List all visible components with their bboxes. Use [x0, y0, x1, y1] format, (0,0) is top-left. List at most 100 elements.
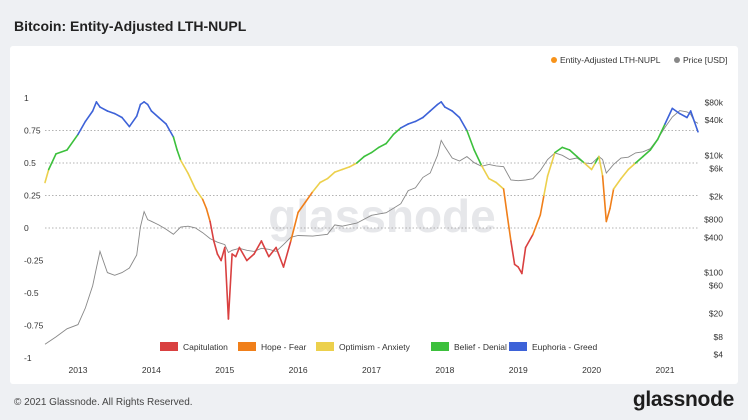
nupl-segment: [187, 172, 197, 190]
legend-swatch: [509, 342, 527, 351]
nupl-segment: [598, 155, 604, 177]
nupl-segment: [106, 110, 116, 115]
nupl-segment: [319, 177, 329, 184]
y-right-tick-label: $20: [709, 309, 723, 319]
nupl-segment: [238, 246, 248, 262]
nupl-segment: [689, 110, 696, 123]
nupl-segment: [377, 142, 388, 149]
y-left-tick-label: -0.5: [24, 288, 39, 298]
nupl-segment: [282, 240, 292, 268]
gridlines: [45, 130, 698, 229]
nupl-segment: [66, 133, 79, 151]
nupl-segment: [370, 146, 380, 154]
nupl-segment: [176, 149, 182, 162]
nupl-segment: [157, 116, 167, 125]
nupl-segment: [440, 101, 446, 108]
nupl-segment: [539, 194, 545, 216]
nupl-segment: [201, 198, 208, 210]
x-tick-label: 2017: [362, 365, 381, 375]
watermark-text: glassnode: [268, 190, 496, 242]
nupl-segment: [44, 168, 50, 184]
nupl-segment: [642, 149, 652, 158]
legend-swatch: [238, 342, 256, 351]
nupl-segment: [612, 177, 622, 190]
nupl-segment: [128, 115, 138, 128]
legend-label: Belief - Denial: [454, 342, 507, 352]
x-tick-label: 2019: [509, 365, 528, 375]
y-right-tick-label: $8: [714, 332, 724, 342]
nupl-segment: [297, 201, 307, 214]
nupl-segment: [429, 103, 439, 112]
nupl-segment: [686, 110, 692, 119]
x-tick-label: 2015: [215, 365, 234, 375]
nupl-segment: [91, 101, 98, 112]
nupl-series: [44, 101, 699, 320]
legend-label: Capitulation: [183, 342, 228, 352]
y-right-tick-label: $800: [704, 215, 723, 225]
x-tick-label: 2013: [69, 365, 88, 375]
x-axis: 2013 2014 2015 2016 2017 2018 2019 2020 2021: [69, 365, 675, 375]
legend-swatch: [431, 342, 449, 351]
nupl-segment: [693, 120, 699, 133]
nupl-segment: [678, 112, 688, 119]
x-tick-label: 2018: [435, 365, 454, 375]
nupl-segment: [355, 155, 366, 164]
legend-label: Price [USD]: [683, 55, 727, 65]
nupl-segment: [235, 246, 241, 258]
nupl-segment: [568, 149, 578, 158]
legend-swatch: [316, 342, 334, 351]
x-tick-label: 2014: [142, 365, 161, 375]
nupl-segment: [524, 233, 534, 249]
price-line: [44, 110, 699, 345]
nupl-segment: [135, 103, 142, 117]
x-tick-label: 2021: [656, 365, 675, 375]
chart-title: Bitcoin: Entity-Adjusted LTH-NUPL: [14, 18, 247, 34]
nupl-segment: [253, 240, 263, 255]
nupl-segment: [532, 214, 542, 236]
y-left-tick-label: 0: [24, 223, 29, 233]
chart-card: glassnode 1 0.75 0.5 0.25 0 -0.25 -0.5 -0.75 -1 …: [10, 46, 738, 384]
nupl-segment: [246, 253, 255, 262]
nupl-segment: [601, 175, 608, 223]
nupl-segment: [620, 168, 630, 180]
nupl-segment: [609, 188, 615, 210]
y-right-tick-label: $400: [704, 232, 723, 242]
nupl-segment: [172, 136, 178, 151]
nupl-segment: [267, 246, 277, 258]
nupl-segment: [399, 123, 410, 129]
nupl-segment: [275, 246, 285, 268]
nupl-segment: [150, 110, 160, 119]
nupl-segment: [605, 207, 611, 223]
nupl-segment: [77, 120, 87, 136]
nupl-segment: [656, 123, 666, 141]
y-left-tick-label: 1: [24, 93, 29, 103]
y-right-tick-label: $4: [714, 350, 724, 360]
nupl-segment: [407, 120, 417, 125]
nupl-segment: [165, 123, 175, 138]
y-right-tick-label: $60: [709, 281, 723, 291]
nupl-segment: [99, 106, 109, 112]
nupl-segment: [304, 190, 314, 203]
nupl-segment: [554, 146, 564, 154]
nupl-segment: [546, 151, 556, 177]
y-right-tick-label: $2k: [709, 191, 723, 201]
nupl-segment: [583, 162, 593, 171]
nupl-segment: [289, 211, 299, 242]
nupl-segment: [414, 116, 424, 123]
y-left-tick-label: 0.75: [24, 126, 41, 136]
legend-swatch: [160, 342, 178, 351]
nupl-segment: [179, 159, 189, 175]
nupl-segment: [451, 110, 461, 119]
nupl-segment: [95, 101, 101, 108]
legend-zones: Capitulation Hope - Fear Optimism - Anxiet…: [160, 342, 597, 352]
nupl-segment: [502, 188, 509, 216]
y-left-tick-label: -1: [24, 353, 32, 363]
nupl-segment: [55, 149, 68, 155]
nupl-segment: [495, 181, 505, 190]
legend-label: Euphoria - Greed: [532, 342, 597, 352]
y-right-tick-label: $6k: [709, 163, 723, 173]
nupl-segment: [260, 240, 270, 258]
y-axis-left: 1 0.75 0.5 0.25 0 -0.25 -0.5 -0.75 -1: [24, 93, 44, 363]
nupl-segment: [480, 164, 490, 180]
price-series: [44, 110, 699, 345]
